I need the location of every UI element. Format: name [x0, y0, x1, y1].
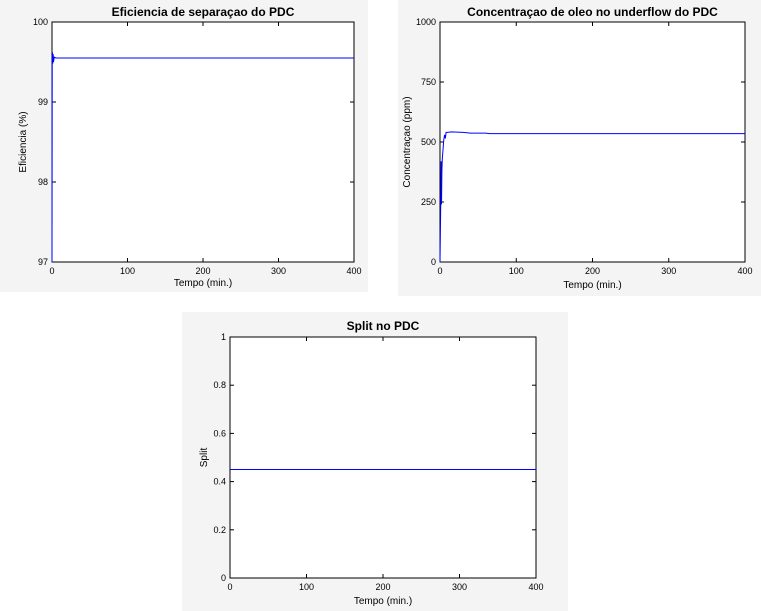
- chart-3-title: Split no PDC: [347, 319, 420, 333]
- chart-1-ytick-label: 99: [38, 97, 48, 107]
- chart-1-ylabel: Eficiencia (%): [18, 111, 29, 172]
- chart-2-xtick-label: 200: [585, 266, 600, 276]
- chart-2-ytick-label: 500: [421, 137, 436, 147]
- chart-2-title: Concentraçao de oleo no underflow do PDC: [467, 5, 718, 19]
- chart-2-xtick-label: 100: [509, 266, 524, 276]
- chart-2-ylabel: Concentraçao (ppm): [402, 96, 413, 187]
- chart-3: 0 100 200 300 400 0 0.2 0.4 0.6 0.8 1 Split no PDC T…: [199, 319, 544, 607]
- chart-2-xlabel: Tempo (min.): [563, 280, 621, 291]
- chart-1-series-line: [51, 52, 354, 263]
- chart-2-ytick-label: 250: [421, 197, 436, 207]
- chart-3-xtick-label: 300: [452, 582, 467, 592]
- chart-1-xtick-label: 0: [49, 266, 54, 276]
- chart-3-xtick-label: 100: [299, 582, 314, 592]
- chart-1-plot-area: [51, 21, 355, 263]
- chart-2-ytick-label: 1000: [416, 17, 436, 27]
- chart-3-plot-area: [229, 336, 537, 579]
- chart-3-xlabel: Tempo (min.): [354, 596, 412, 607]
- chart-2-xtick-label: 0: [437, 266, 442, 276]
- chart-1-xlabel: Tempo (min.): [174, 278, 232, 289]
- chart-2-series-line: [439, 131, 745, 263]
- chart-3-xtick-label: 0: [227, 582, 232, 592]
- chart-2-ytick-label: 0: [431, 257, 436, 267]
- chart-3-ytick-label: 0.2: [213, 525, 226, 535]
- chart-1-xtick-label: 400: [346, 266, 361, 276]
- chart-1-ytick-label: 100: [33, 17, 48, 27]
- chart-2-xtick-label: 400: [737, 266, 752, 276]
- chart-1-xtick-label: 100: [120, 266, 135, 276]
- chart-3-ylabel: Split: [199, 448, 210, 468]
- chart-3-ytick-label: 0: [221, 573, 226, 583]
- chart-3-ytick-label: 0.4: [213, 477, 226, 487]
- chart-2-xtick-label: 300: [661, 266, 676, 276]
- chart-3-ytick-label: 1: [221, 332, 226, 342]
- chart-1-xtick-label: 300: [271, 266, 286, 276]
- chart-3-ytick-label: 0.8: [213, 380, 226, 390]
- chart-1-title: Eficiencia de separaçao do PDC: [112, 5, 295, 19]
- chart-3-xtick-label: 200: [375, 582, 390, 592]
- chart-2-ytick-label: 750: [421, 77, 436, 87]
- chart-1-ytick-label: 97: [38, 257, 48, 267]
- chart-3-xtick-label: 400: [528, 582, 543, 592]
- chart-1-ytick-label: 98: [38, 177, 48, 187]
- chart-2-plot-area: [439, 21, 746, 263]
- chart-1: 0 100 200 300 400 97 98 99 100 Eficiencia de sepa…: [18, 5, 362, 289]
- chart-3-ytick-label: 0.6: [213, 428, 226, 438]
- chart-1-xtick-label: 200: [195, 266, 210, 276]
- chart-2: 0 100 200 300 400 0 250 500 750 1000 Concentraçao …: [402, 5, 753, 291]
